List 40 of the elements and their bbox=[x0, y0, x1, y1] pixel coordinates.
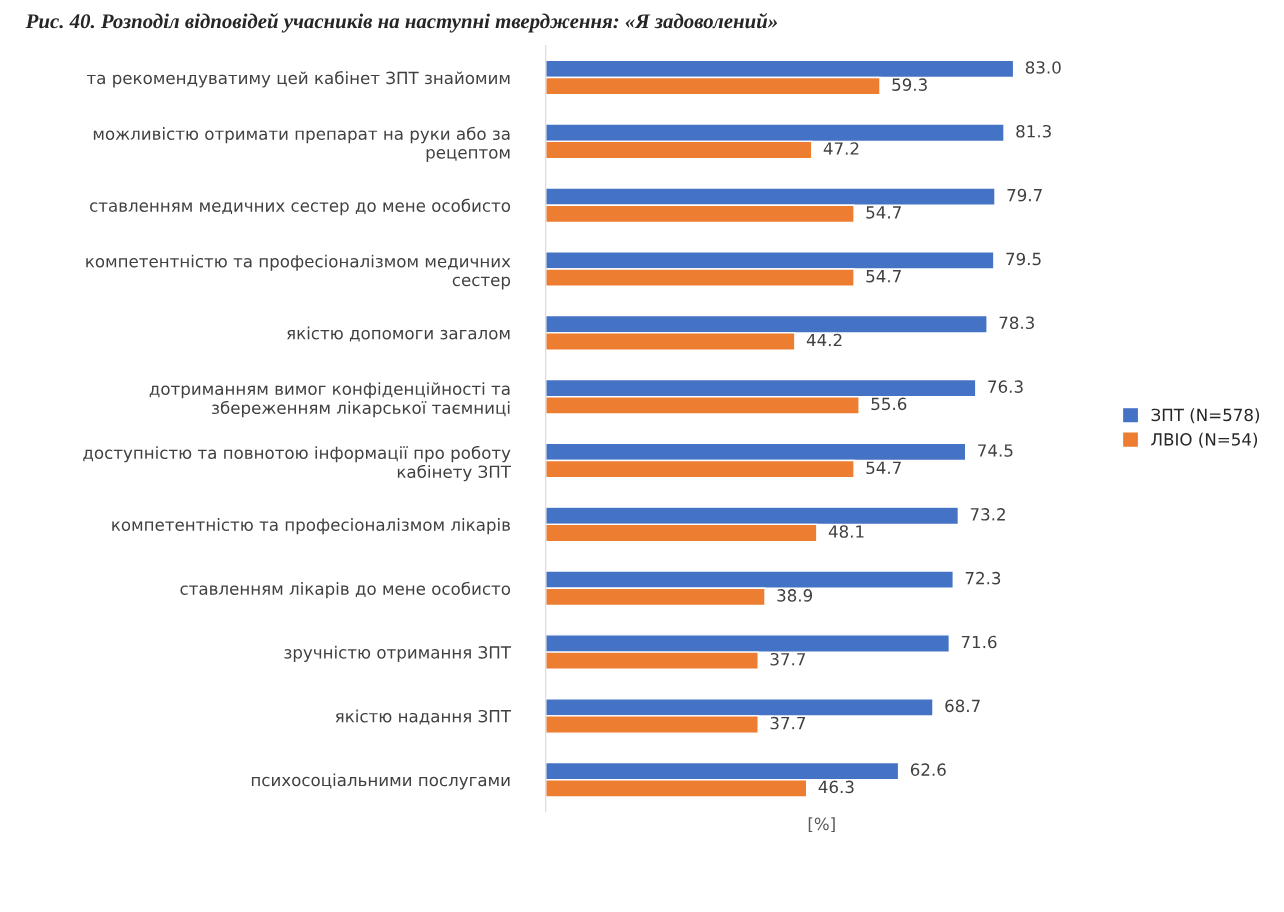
data-label: 81.3 bbox=[1016, 124, 1051, 138]
data-label: 71.6 bbox=[961, 635, 997, 649]
data-label: 47.2 bbox=[823, 142, 859, 155]
data-label: 37.7 bbox=[770, 716, 806, 730]
y-tick-label: та рекомендуватиму цей кабінет ЗПТ знайомим bbox=[86, 71, 510, 88]
y-tick-label: компетентністю та професіоналізмом медичних сестер bbox=[86, 254, 511, 290]
data-label: 38.9 bbox=[777, 589, 813, 602]
data-label: 78.3 bbox=[999, 316, 1034, 330]
y-tick-label: доступністю та повнотою інформації про роботу кабінету ЗПТ bbox=[83, 445, 512, 482]
data-label: 55.6 bbox=[871, 397, 907, 411]
legend-label: ЛВІО (N=54) bbox=[1151, 432, 1258, 448]
legend-label: ЗПТ (N=578) bbox=[1151, 408, 1260, 424]
y-tick-label: ставленням медичних сестер до мене особисто bbox=[90, 198, 511, 216]
y-tick-label: зручністю отримання ЗПТ bbox=[284, 645, 512, 662]
data-label: 83.0 bbox=[1025, 61, 1061, 74]
y-tick-label: якістю допомоги загалом bbox=[287, 326, 510, 342]
data-label: 37.7 bbox=[770, 652, 806, 666]
data-label: 73.2 bbox=[970, 508, 1005, 521]
data-label: 46.3 bbox=[818, 780, 854, 794]
x-axis-title: [%] bbox=[808, 817, 835, 833]
data-label: 48.1 bbox=[828, 525, 864, 538]
data-label: 79.5 bbox=[1006, 252, 1041, 266]
y-tick-label: якістю надання ЗПТ bbox=[335, 709, 512, 725]
data-label: 54.7 bbox=[866, 206, 901, 219]
y-tick-label: психосоціальними послугами bbox=[251, 773, 510, 790]
chart-title: Рис. 40. Розподіл відповідей учасників на наступні твердження: «Я задоволений» bbox=[25, 13, 777, 33]
data-label: 79.7 bbox=[1007, 188, 1042, 202]
data-label: 62.6 bbox=[910, 763, 946, 776]
data-label: 72.3 bbox=[965, 571, 1001, 585]
y-tick-label: дотриманням вимог конфіденційності та збереженням лікарської таємниці bbox=[149, 382, 510, 418]
data-label: 76.3 bbox=[988, 380, 1023, 393]
y-tick-label: компетентністю та професіоналізмом лікарів bbox=[112, 518, 510, 535]
data-label: 74.5 bbox=[978, 444, 1013, 457]
y-tick-label: можливістю отримати препарат на руки або за рецептом bbox=[93, 126, 510, 162]
data-label: 54.7 bbox=[866, 461, 901, 475]
data-label: 44.2 bbox=[806, 333, 842, 347]
data-label: 68.7 bbox=[945, 699, 980, 713]
data-label: 54.7 bbox=[866, 270, 901, 283]
data-label: 59.3 bbox=[892, 78, 927, 91]
y-tick-label: ставленням лікарів до мене особисто bbox=[180, 581, 511, 599]
